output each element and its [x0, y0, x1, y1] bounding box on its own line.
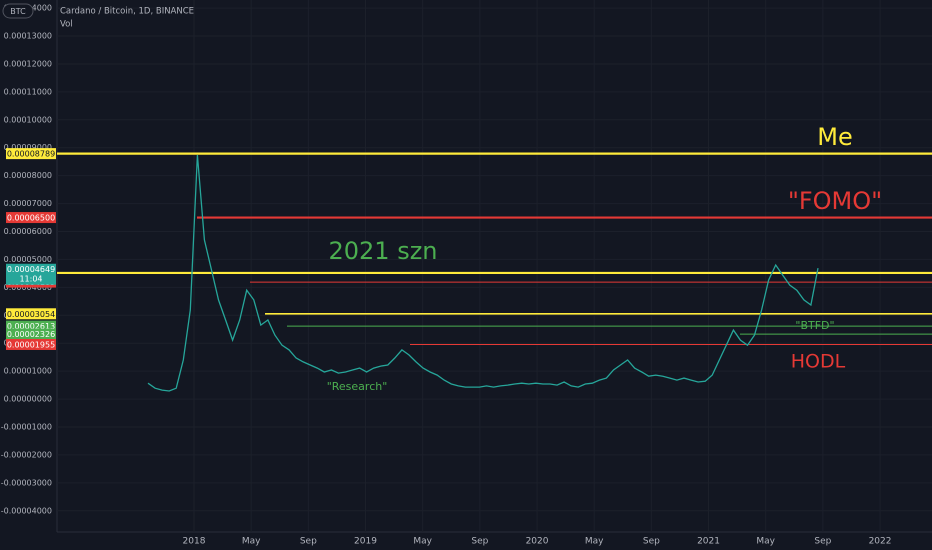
y-tick-label: 0.00001000 — [4, 367, 52, 376]
x-tick-label: Sep — [300, 537, 317, 547]
x-tick-label: 2020 — [526, 537, 549, 547]
x-tick-label: May — [756, 537, 775, 547]
level-label-box — [6, 212, 56, 224]
last-price-box — [6, 263, 56, 285]
countdown: 11:04 — [19, 275, 42, 284]
y-tick-label: 0.00000000 — [4, 395, 52, 404]
x-tick-label: Sep — [814, 537, 831, 547]
y-tick-label: 0.00008000 — [4, 171, 52, 180]
x-tick-label: 2019 — [354, 537, 377, 547]
y-tick-label: -0.00001000 — [1, 422, 52, 431]
annotation: 2021 szn — [328, 237, 437, 265]
last-price-label: 0.00004649 — [7, 265, 55, 274]
level-label-box — [6, 320, 56, 332]
y-tick-label: 0.00011000 — [4, 87, 52, 96]
x-tick-label: May — [413, 537, 432, 547]
axis: 0.000140000.000130000.000120000.00011000… — [1, 4, 892, 547]
y-tick-label: 0.00012000 — [4, 59, 52, 68]
annotation: Me — [817, 123, 852, 151]
price-line — [147, 154, 819, 392]
y-tick-label: -0.00003000 — [1, 478, 52, 487]
y-tick-label: -0.00004000 — [1, 506, 52, 515]
level-label: 0.00001955 — [7, 340, 55, 349]
y-tick-label: 0.00010000 — [4, 115, 52, 124]
level-label: 0.00006500 — [7, 214, 55, 223]
y-tick-label: 0.00013000 — [4, 32, 52, 41]
y-tick-label: 0.00005000 — [4, 255, 52, 264]
y-tick-label: 0.00009000 — [4, 143, 52, 152]
chart-title: Cardano / Bitcoin, 1D, BINANCE — [60, 7, 194, 17]
x-tick-label: 2018 — [183, 537, 206, 547]
grid — [57, 0, 932, 532]
y-tick-label: 0.00007000 — [4, 199, 52, 208]
x-tick-label: Sep — [471, 537, 488, 547]
currency: BTC — [10, 7, 26, 16]
annotation: "Research" — [327, 380, 388, 393]
annotation: "BTFD" — [795, 319, 834, 332]
x-tick-label: Sep — [643, 537, 660, 547]
y-tick-label: 0.00006000 — [4, 227, 52, 236]
x-tick-label: 2021 — [697, 537, 720, 547]
x-tick-label: May — [585, 537, 604, 547]
level-label-box — [6, 338, 56, 350]
level-label: 0.00008789 — [7, 150, 55, 159]
y-tick-label: -0.00002000 — [1, 450, 52, 459]
level-label-box — [6, 328, 56, 340]
level-label-box — [6, 308, 56, 320]
level-label: 0.00003054 — [7, 310, 55, 319]
level-label: 0.00002613 — [7, 322, 55, 331]
x-tick-label: 2022 — [869, 537, 892, 547]
currency-badge — [2, 3, 34, 19]
chart-subtitle: Vol — [60, 20, 73, 30]
plot: Me "FOMO" 2021 szn "BTFD" HODL "Research" — [57, 123, 932, 393]
level-label-box — [6, 148, 56, 160]
level-label: 0.00002326 — [7, 330, 55, 339]
annotation: HODL — [791, 351, 846, 373]
x-tick-label: May — [242, 537, 261, 547]
annotation: "FOMO" — [788, 187, 882, 215]
